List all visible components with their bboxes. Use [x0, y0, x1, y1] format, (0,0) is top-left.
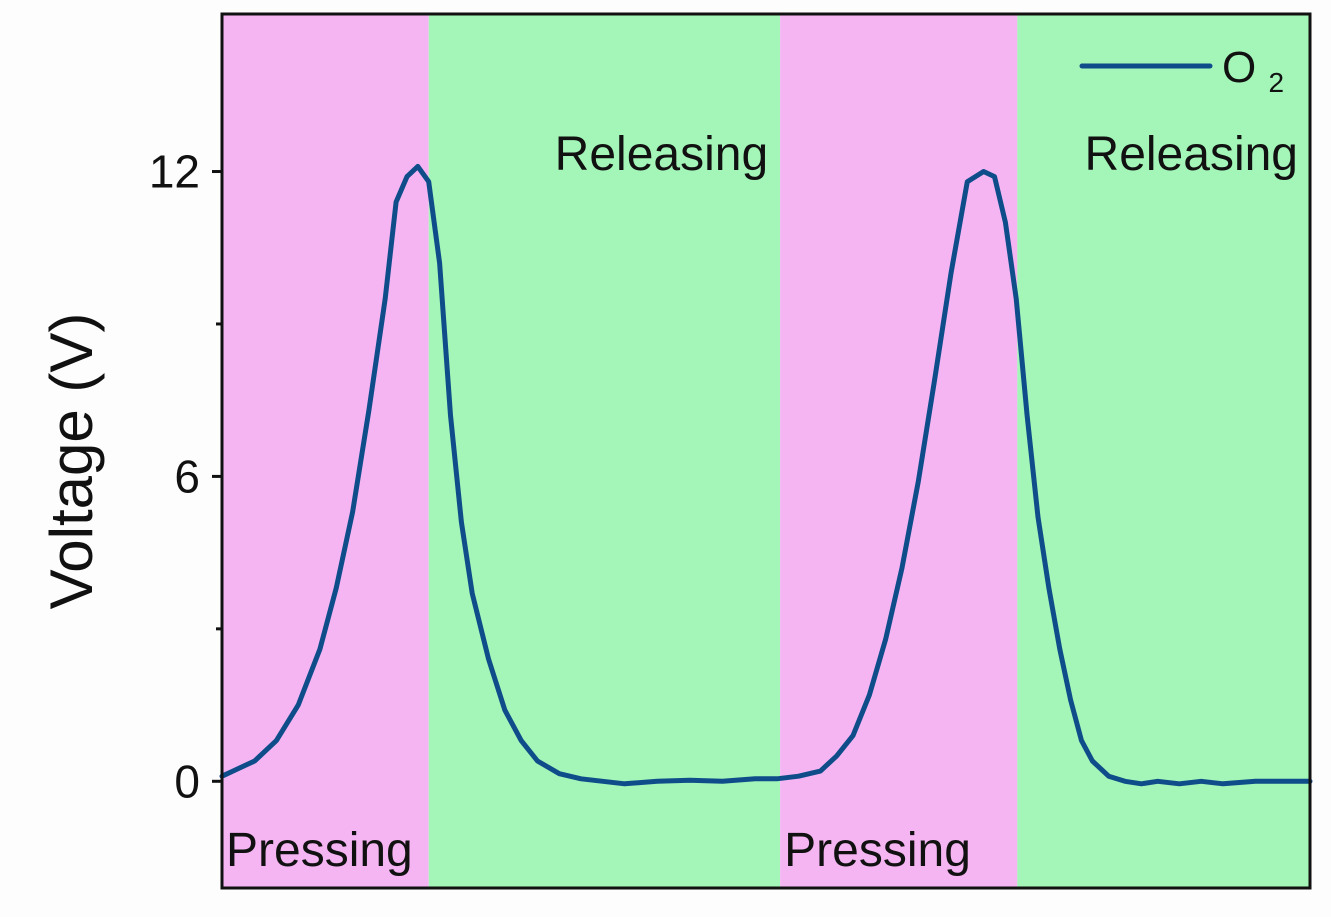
region-label-pressing-3: Pressing — [784, 824, 971, 877]
region-label-pressing-1: Pressing — [226, 824, 413, 877]
series-layer — [219, 163, 1313, 787]
series-line-o2 — [219, 163, 1313, 787]
y-axis-label: Voltage (V) — [38, 313, 105, 610]
y-tick-label: 12 — [149, 146, 200, 198]
plot-frame — [220, 12, 1312, 890]
y-axis-ticks: 0 6 12 — [149, 146, 222, 807]
phase-regions — [222, 14, 1310, 888]
region-pressing-1 — [222, 14, 429, 888]
y-tick-label: 6 — [174, 450, 200, 502]
region-releasing-4 — [1017, 14, 1310, 888]
region-pressing-3 — [780, 14, 1018, 888]
region-label-releasing-4: Releasing — [1085, 128, 1298, 181]
legend-label-o2: O 2 — [1222, 43, 1284, 98]
legend-label-subscript: 2 — [1268, 67, 1284, 98]
region-releasing-2 — [428, 14, 781, 888]
region-label-releasing-2: Releasing — [555, 128, 768, 181]
y-tick-label: 0 — [174, 755, 200, 807]
legend-label-base: O — [1222, 43, 1256, 92]
phase-labels: Pressing Releasing Pressing Releasing — [226, 128, 1298, 877]
legend: O 2 — [1079, 43, 1284, 98]
